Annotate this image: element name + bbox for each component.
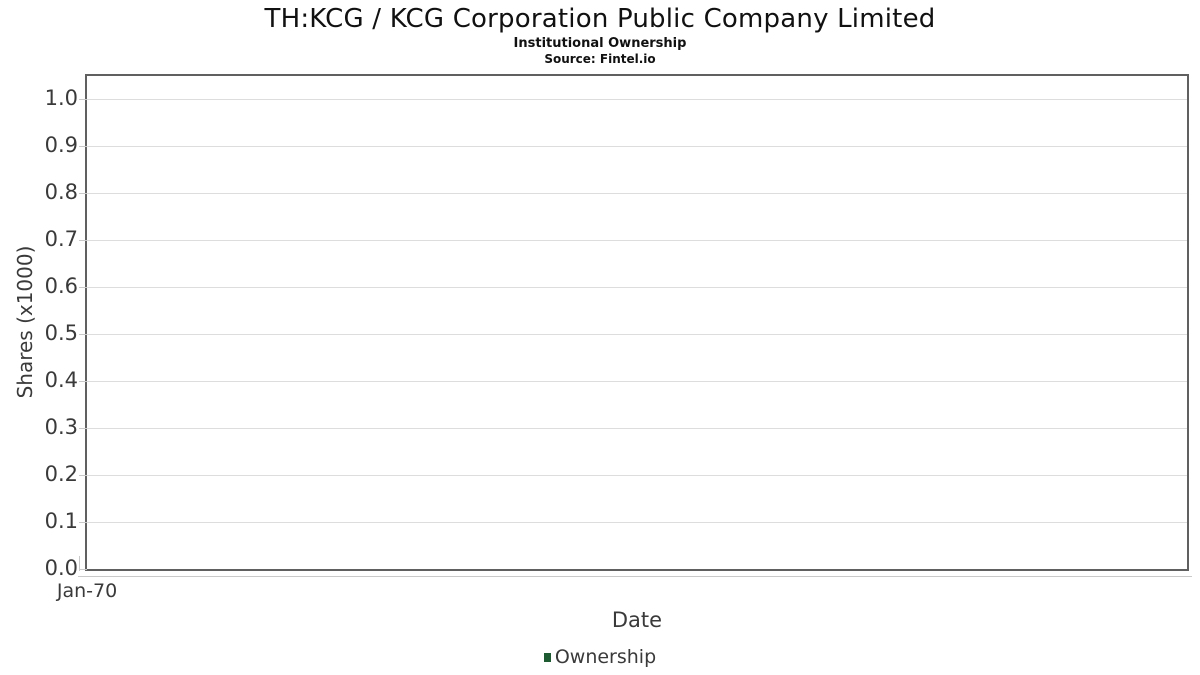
y-tick-mark bbox=[79, 146, 87, 148]
legend-label: Ownership bbox=[554, 646, 657, 668]
y-tick-label: 0.8 bbox=[44, 180, 78, 205]
y-tick-label: 0.6 bbox=[44, 274, 78, 299]
y-tick-label: 0.5 bbox=[44, 321, 78, 346]
gridline bbox=[87, 381, 1187, 383]
legend-entry[interactable]: Ownership bbox=[543, 646, 657, 668]
y-tick-mark bbox=[79, 240, 87, 242]
legend-marker-icon bbox=[543, 652, 551, 662]
y-tick-mark bbox=[79, 99, 87, 101]
gridline bbox=[87, 522, 1187, 524]
chart-title: TH:KCG / KCG Corporation Public Company … bbox=[264, 4, 936, 34]
y-tick-mark bbox=[79, 475, 87, 477]
gridline bbox=[87, 146, 1187, 148]
x-tick-label: Jan-70 bbox=[56, 580, 118, 602]
y-tick-label: 0.2 bbox=[44, 462, 78, 487]
y-tick-label: 0.0 bbox=[44, 556, 78, 581]
y-tick-label: 0.9 bbox=[44, 133, 78, 158]
gridline bbox=[87, 475, 1187, 477]
y-tick-mark bbox=[79, 522, 87, 524]
y-tick-label: 0.4 bbox=[44, 368, 78, 393]
gridline bbox=[87, 99, 1187, 101]
gridline bbox=[87, 428, 1187, 430]
y-tick-mark bbox=[79, 569, 87, 570]
y-tick-mark bbox=[79, 334, 87, 336]
x-axis-line bbox=[78, 576, 1192, 577]
chart-source: Source: Fintel.io bbox=[544, 52, 656, 66]
x-axis-title: Date bbox=[611, 608, 663, 632]
y-tick-mark bbox=[79, 428, 87, 430]
gridline bbox=[87, 334, 1187, 336]
y-tick-label: 0.1 bbox=[44, 509, 78, 534]
plot-area bbox=[85, 74, 1189, 571]
x-tick-mark bbox=[79, 556, 80, 571]
gridline bbox=[87, 240, 1187, 242]
y-tick-mark bbox=[79, 381, 87, 383]
chart-subtitle: Institutional Ownership bbox=[513, 36, 687, 51]
y-tick-mark bbox=[79, 193, 87, 195]
gridline bbox=[87, 193, 1187, 195]
y-tick-label: 1.0 bbox=[44, 86, 78, 111]
y-tick-label: 0.7 bbox=[44, 227, 78, 252]
y-tick-label: 0.3 bbox=[44, 415, 78, 440]
y-tick-mark bbox=[79, 287, 87, 289]
legend: Ownership bbox=[0, 646, 1200, 668]
gridline bbox=[87, 287, 1187, 289]
